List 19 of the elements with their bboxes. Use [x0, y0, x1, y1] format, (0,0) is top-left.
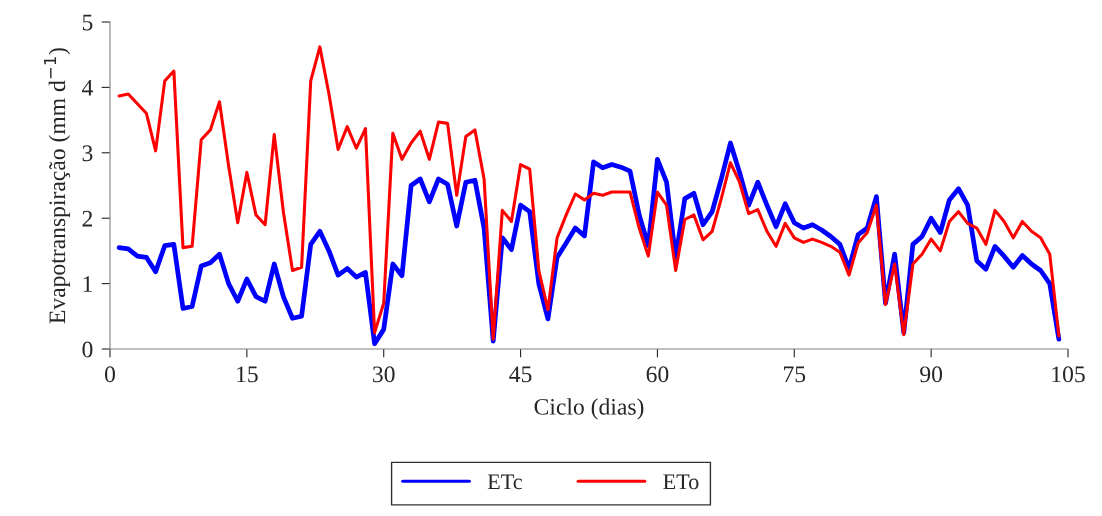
legend-label: ETo [663, 474, 699, 490]
y-tick-label: 0 [82, 341, 93, 358]
x-tick-label: 90 [920, 366, 943, 383]
x-tick-label: 75 [784, 366, 806, 383]
x-tick-label: 45 [509, 366, 532, 383]
y-tick-label: 4 [81, 80, 93, 96]
x-tick-label: 60 [646, 366, 669, 383]
y-tick-label: 3 [82, 145, 93, 162]
x-tick-label: 0 [105, 366, 115, 383]
y-tick-label: 1 [83, 276, 92, 292]
legend-label: ETc [487, 474, 522, 490]
x-axis-title: Ciclo (dias) [534, 398, 644, 420]
y-axis-title: Evapotranspiração (mm d$^{−1}$) [43, 48, 71, 324]
line-series [117, 45, 1061, 341]
x-tick-label: 15 [237, 366, 258, 383]
x-tick-label: 105 [1052, 366, 1085, 383]
y-tick-label: 2 [82, 210, 93, 227]
y-tick-label: 5 [82, 14, 93, 31]
x-tick-label: 30 [373, 366, 395, 383]
